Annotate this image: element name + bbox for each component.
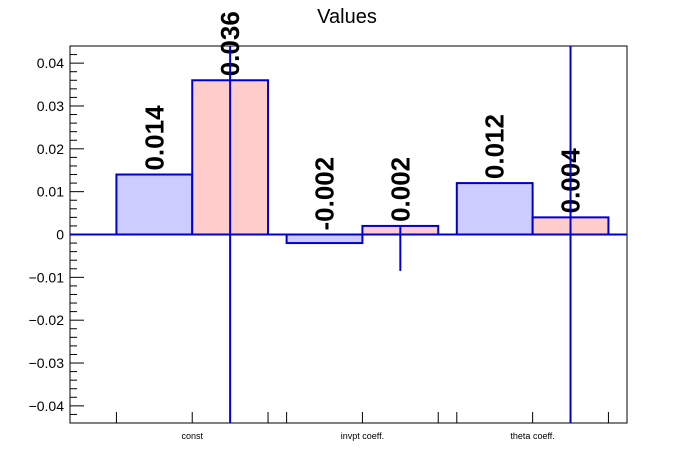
y-tick-label: 0.04 [37, 55, 64, 71]
y-tick-label: −0.03 [29, 355, 65, 371]
y-tick-label: 0.02 [37, 141, 64, 157]
data-label: 0.002 [385, 157, 415, 222]
x-category-label: const [181, 431, 203, 441]
y-tick-label: 0.03 [37, 98, 64, 114]
bar [285, 233, 364, 245]
bar [455, 182, 534, 236]
data-label: 0.012 [480, 114, 510, 179]
chart-title: Values [317, 6, 377, 28]
x-category-label: theta coeff. [510, 431, 554, 441]
bar [115, 173, 194, 236]
y-tick-label: 0.01 [37, 184, 64, 200]
y-tick-label: −0.01 [29, 269, 65, 285]
y-tick-label: 0 [56, 227, 64, 243]
data-label: -0.002 [310, 157, 340, 231]
y-tick-label: −0.04 [29, 398, 65, 414]
y-tick-label: −0.02 [29, 312, 65, 328]
x-category-label: invpt coeff. [341, 431, 384, 441]
plot-area: −0.04 −0.03 −0.02 −0.01 0 0.01 0.02 0.03 0.04 0.0… [29, 11, 628, 441]
data-label: 0.014 [139, 105, 169, 171]
